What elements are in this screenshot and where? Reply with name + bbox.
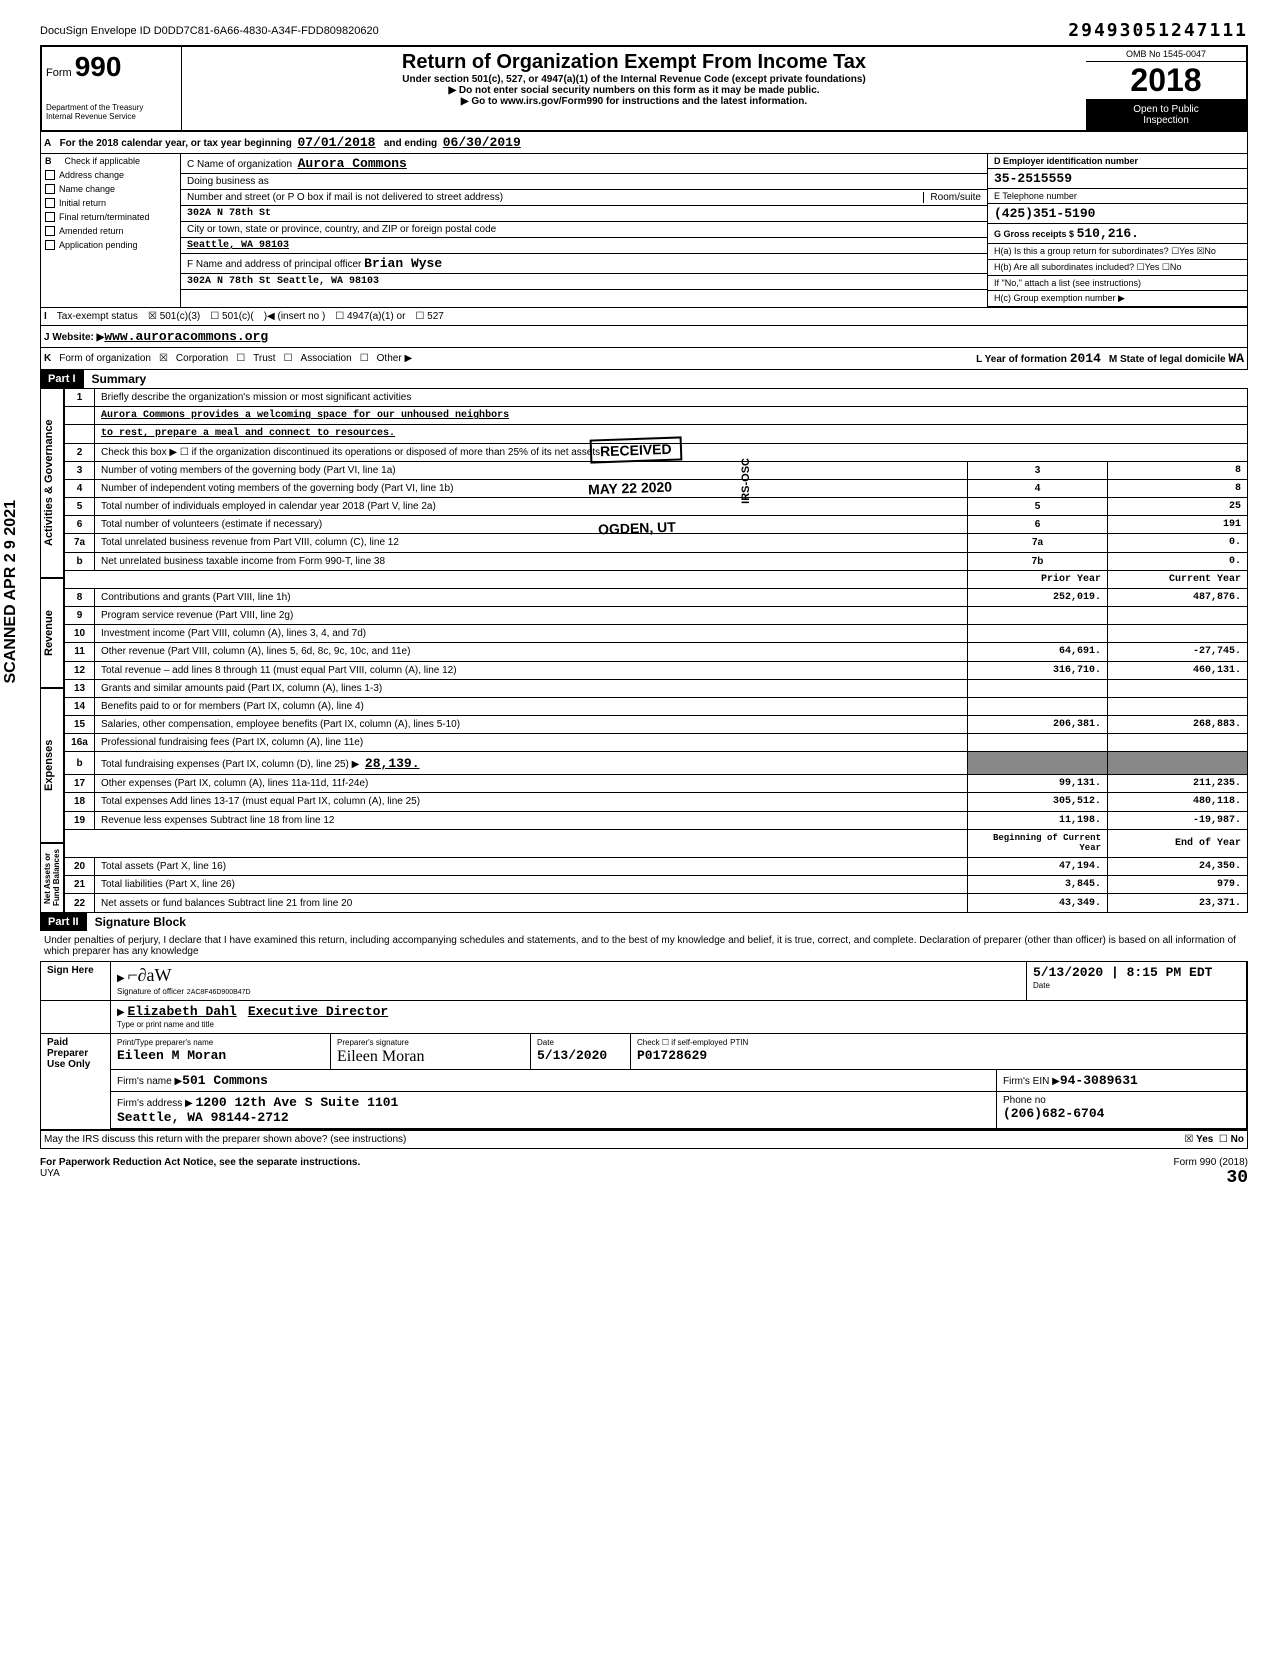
form-note1: ▶ Do not enter social security numbers o… bbox=[186, 85, 1082, 96]
signature-block: Sign Here ▶ ⌐∂aWSignature of officer 2AC… bbox=[40, 961, 1248, 1131]
dept-treasury: Department of the Treasury bbox=[46, 103, 177, 112]
begin-20: 47,194. bbox=[968, 858, 1108, 876]
end-20: 24,350. bbox=[1108, 858, 1248, 876]
prior-12: 316,710. bbox=[968, 661, 1108, 679]
received-stamp: RECEIVED bbox=[590, 436, 682, 463]
part2-title: Signature Block bbox=[95, 915, 186, 929]
firm-addr2: Seattle, WA 98144-2712 bbox=[117, 1110, 289, 1125]
irs-osc-stamp: IRS-OSC bbox=[740, 458, 752, 504]
part1-label: Part I bbox=[40, 370, 84, 388]
org-address: 302A N 78th St bbox=[181, 206, 987, 222]
officer-name: Brian Wyse bbox=[364, 256, 442, 271]
officer-signature: ⌐∂aW bbox=[127, 965, 171, 985]
gross-receipts: 510,216. bbox=[1077, 226, 1139, 241]
section-b: B Check if applicable Address change Nam… bbox=[40, 154, 1248, 308]
omb-number: OMB No 1545-0047 bbox=[1086, 47, 1246, 62]
scanned-stamp: SCANNED APR 2 9 2021 bbox=[2, 500, 20, 683]
checkbox-pending[interactable] bbox=[45, 240, 55, 250]
preparer-name: Eileen M Moran bbox=[117, 1048, 226, 1063]
state-domicile: WA bbox=[1228, 351, 1244, 366]
org-city: Seattle, WA 98103 bbox=[181, 238, 987, 254]
val-7a: 0. bbox=[1108, 534, 1248, 552]
checkbox-amended[interactable] bbox=[45, 226, 55, 236]
curr-15: 268,883. bbox=[1108, 716, 1248, 734]
org-name: Aurora Commons bbox=[298, 156, 407, 171]
phone: (425)351-5190 bbox=[988, 204, 1247, 224]
curr-8: 487,876. bbox=[1108, 588, 1248, 606]
val-4: 8 bbox=[1108, 479, 1248, 497]
checkbox-address-change[interactable] bbox=[45, 170, 55, 180]
begin-21: 3,845. bbox=[968, 876, 1108, 894]
year-formation: 2014 bbox=[1070, 351, 1101, 366]
officer-print-name: Elizabeth Dahl bbox=[127, 1004, 236, 1019]
ogden-stamp: OGDEN, UT bbox=[590, 516, 684, 539]
ptin: P01728629 bbox=[637, 1048, 707, 1063]
curr-12: 460,131. bbox=[1108, 661, 1248, 679]
tax-year: 2018 bbox=[1086, 62, 1246, 100]
form-header: Form 990 Department of the Treasury Inte… bbox=[40, 45, 1248, 132]
tax-year-end: 06/30/2019 bbox=[443, 135, 521, 150]
form-title: Return of Organization Exempt From Incom… bbox=[186, 51, 1082, 74]
open-public: Open to Public bbox=[1090, 104, 1242, 115]
firm-addr1: 1200 12th Ave S Suite 1101 bbox=[196, 1095, 399, 1110]
end-22: 23,371. bbox=[1108, 894, 1248, 913]
checkbox-initial-return[interactable] bbox=[45, 198, 55, 208]
form-footer: Form 990 (2018) bbox=[1174, 1157, 1248, 1168]
fundraising-expenses: 28,139. bbox=[365, 756, 420, 771]
prior-15: 206,381. bbox=[968, 716, 1108, 734]
page-number: 30 bbox=[1226, 1168, 1248, 1188]
paperwork-notice: For Paperwork Reduction Act Notice, see … bbox=[40, 1157, 360, 1168]
website: www.auroracommons.org bbox=[104, 329, 268, 344]
checkbox-name-change[interactable] bbox=[45, 184, 55, 194]
val-3: 8 bbox=[1108, 461, 1248, 479]
preparer-signature: Eileen Moran bbox=[337, 1048, 425, 1065]
end-21: 979. bbox=[1108, 876, 1248, 894]
val-5: 25 bbox=[1108, 498, 1248, 516]
form-note2: ▶ Go to www.irs.gov/Form990 for instruct… bbox=[186, 96, 1082, 107]
sig-date: 5/13/2020 | 8:15 PM EDT bbox=[1033, 965, 1212, 980]
val-7b: 0. bbox=[1108, 552, 1248, 570]
prior-17: 99,131. bbox=[968, 775, 1108, 793]
side-net-assets: Net Assets or Fund Balances bbox=[40, 843, 64, 913]
begin-22: 43,349. bbox=[968, 894, 1108, 913]
officer-address: 302A N 78th St Seattle, WA 98103 bbox=[181, 274, 987, 290]
form-number: 990 bbox=[75, 51, 122, 82]
firm-name: 501 Commons bbox=[182, 1073, 268, 1088]
prior-11: 64,691. bbox=[968, 643, 1108, 661]
tax-year-begin: 07/01/2018 bbox=[297, 135, 375, 150]
preparer-date: 5/13/2020 bbox=[537, 1048, 607, 1063]
irs-label: Internal Revenue Service bbox=[46, 112, 177, 121]
firm-phone: (206)682-6704 bbox=[1003, 1106, 1104, 1121]
curr-19: -19,987. bbox=[1108, 811, 1248, 829]
form-label: Form bbox=[46, 67, 72, 79]
part1-title: Summary bbox=[92, 372, 147, 386]
inspection: Inspection bbox=[1090, 115, 1242, 126]
part2-label: Part II bbox=[40, 913, 87, 931]
perjury-statement: Under penalties of perjury, I declare th… bbox=[40, 931, 1248, 961]
line-a: A For the 2018 calendar year, or tax yea… bbox=[40, 132, 1248, 154]
firm-ein: 94-3089631 bbox=[1060, 1073, 1138, 1088]
prior-19: 11,198. bbox=[968, 811, 1108, 829]
curr-11: -27,745. bbox=[1108, 643, 1248, 661]
form-subtitle: Under section 501(c), 527, or 4947(a)(1)… bbox=[186, 74, 1082, 85]
checkbox-final-return[interactable] bbox=[45, 212, 55, 222]
curr-17: 211,235. bbox=[1108, 775, 1248, 793]
summary-table: 1Briefly describe the organization's mis… bbox=[64, 388, 1248, 913]
side-expenses: Expenses bbox=[40, 688, 64, 843]
val-6: 191 bbox=[1108, 516, 1248, 534]
side-governance: Activities & Governance bbox=[40, 388, 64, 578]
side-revenue: Revenue bbox=[40, 578, 64, 688]
ein: 35-2515559 bbox=[988, 169, 1247, 189]
prior-18: 305,512. bbox=[968, 793, 1108, 811]
curr-18: 480,118. bbox=[1108, 793, 1248, 811]
stamp-date: MAY 22 2020 bbox=[580, 476, 681, 499]
docusign-id: DocuSign Envelope ID D0DD7C81-6A66-4830-… bbox=[40, 25, 379, 37]
mission-line1: Aurora Commons provides a welcoming spac… bbox=[95, 407, 1248, 425]
barcode: 29493051247111 bbox=[1068, 20, 1248, 41]
officer-title: Executive Director bbox=[248, 1004, 388, 1019]
prior-8: 252,019. bbox=[968, 588, 1108, 606]
